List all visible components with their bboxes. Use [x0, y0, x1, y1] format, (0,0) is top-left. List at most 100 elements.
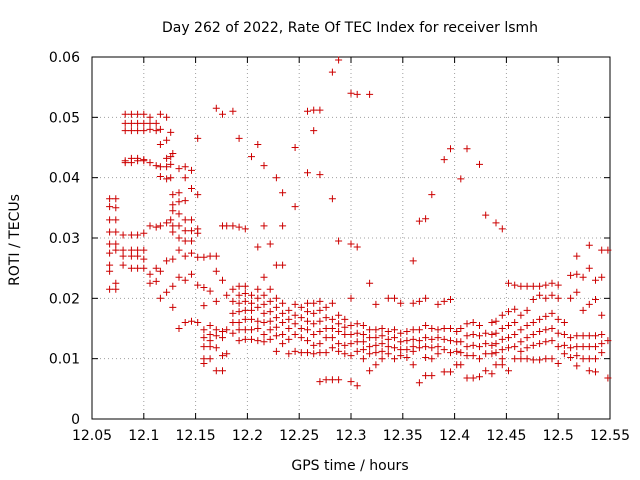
data-point	[415, 217, 423, 225]
data-point	[285, 350, 293, 358]
data-point	[353, 329, 361, 337]
data-point	[316, 306, 324, 314]
data-point	[260, 331, 268, 338]
y-tick-label: 0.04	[49, 171, 80, 187]
data-point	[328, 344, 336, 352]
data-point	[272, 314, 280, 322]
data-point	[248, 153, 255, 161]
data-point	[241, 326, 249, 334]
data-point	[447, 337, 454, 345]
data-point	[156, 294, 164, 302]
data-point	[248, 299, 255, 307]
data-point	[106, 249, 114, 257]
data-point	[181, 227, 189, 235]
data-point	[152, 162, 160, 170]
data-point	[585, 264, 593, 272]
data-point	[378, 325, 386, 332]
data-point	[536, 328, 544, 335]
data-point	[181, 174, 189, 182]
data-point	[353, 347, 361, 355]
data-point	[260, 300, 268, 308]
data-point	[469, 319, 477, 326]
data-point	[498, 335, 506, 343]
data-point	[372, 334, 380, 342]
data-point	[106, 240, 114, 248]
data-point	[181, 197, 189, 205]
data-point	[279, 261, 287, 269]
data-point	[181, 237, 189, 245]
data-point	[573, 252, 581, 260]
data-point	[316, 328, 324, 335]
data-point	[422, 294, 430, 302]
data-point	[134, 231, 142, 239]
data-point	[542, 281, 550, 289]
data-point	[457, 175, 465, 183]
data-point	[229, 309, 237, 317]
data-point	[163, 219, 171, 227]
data-point	[188, 270, 195, 278]
data-point	[279, 340, 287, 348]
data-point	[511, 305, 519, 313]
data-point	[482, 367, 490, 375]
data-point	[347, 352, 355, 360]
data-point	[391, 355, 398, 363]
data-point	[529, 341, 537, 349]
data-point	[200, 343, 208, 351]
data-point	[167, 174, 175, 182]
data-point	[152, 223, 160, 231]
data-point	[517, 347, 525, 355]
x-tick-label: 12.2	[232, 428, 263, 444]
data-point	[188, 237, 195, 245]
data-point	[511, 355, 519, 363]
data-point	[384, 350, 392, 358]
data-point	[310, 341, 318, 349]
data-point	[335, 320, 343, 328]
data-point	[372, 300, 380, 308]
data-point	[440, 297, 448, 305]
data-point	[328, 195, 336, 203]
data-point	[279, 189, 287, 197]
data-point	[548, 337, 556, 345]
data-point	[328, 376, 336, 384]
data-point	[175, 273, 183, 281]
data-point	[505, 322, 512, 329]
data-point	[476, 322, 483, 329]
data-point	[397, 329, 405, 337]
data-point	[409, 347, 417, 355]
data-point	[212, 326, 220, 334]
data-point	[463, 332, 471, 340]
data-point	[440, 368, 448, 376]
data-point	[134, 264, 142, 272]
data-point	[235, 308, 243, 316]
x-tick-label: 12.05	[72, 428, 112, 444]
data-point	[434, 350, 442, 358]
data-point	[181, 163, 189, 171]
data-point	[229, 319, 237, 326]
data-point	[175, 222, 183, 230]
data-point	[397, 299, 405, 307]
data-point	[248, 291, 255, 299]
data-point	[523, 334, 531, 342]
data-point	[453, 328, 461, 335]
data-point	[542, 312, 550, 320]
data-point	[347, 240, 355, 248]
data-point	[463, 352, 471, 360]
data-point	[121, 119, 129, 127]
data-point	[579, 343, 587, 351]
data-point	[415, 297, 423, 305]
data-point	[422, 372, 430, 380]
data-point	[409, 257, 417, 265]
data-point	[554, 343, 562, 351]
data-point	[254, 325, 262, 332]
data-point	[167, 128, 175, 136]
data-point	[112, 216, 120, 224]
data-point	[457, 325, 465, 332]
data-point	[112, 279, 120, 287]
data-point	[206, 343, 214, 351]
data-point	[156, 173, 164, 180]
data-point	[266, 297, 274, 305]
data-point	[415, 344, 423, 352]
data-point	[169, 282, 177, 290]
data-point	[156, 222, 164, 230]
data-point	[212, 332, 220, 340]
